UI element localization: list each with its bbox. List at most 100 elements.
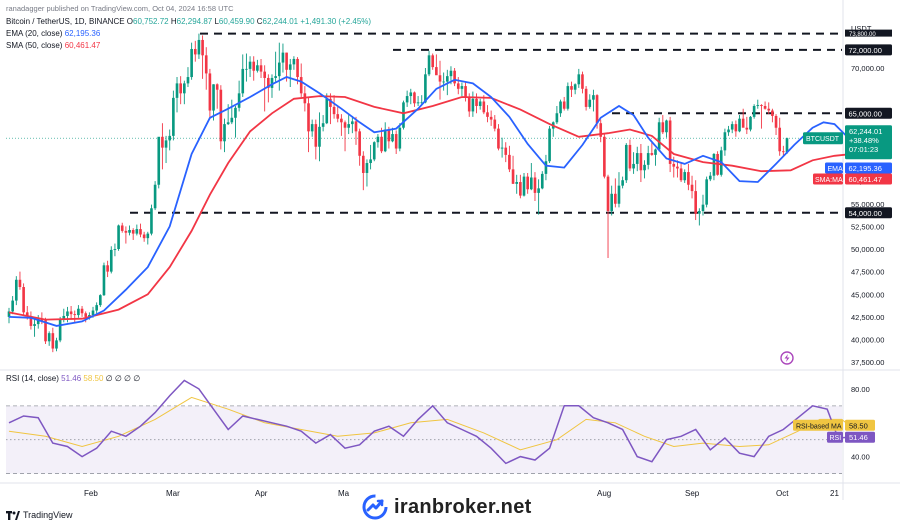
rsi-ma-tag: RSI-based MA	[796, 423, 842, 430]
candle-body	[361, 155, 365, 173]
candle-body	[190, 48, 193, 78]
candle-body	[486, 112, 489, 117]
sma-axis-value: 60,461.47	[849, 175, 882, 184]
level-label-54000: 54,000.00	[849, 209, 882, 218]
candle-body	[548, 128, 551, 162]
candle-body	[80, 308, 84, 314]
candle-body	[336, 114, 340, 119]
candle-body	[643, 164, 646, 171]
candle-body	[208, 73, 212, 111]
symbol-label: Bitcoin / TetherUS, 1D, BINANCE	[6, 17, 125, 26]
candle-body	[307, 103, 310, 132]
open-label: O	[126, 17, 134, 26]
ema-legend-label: EMA (20, close)	[6, 29, 63, 38]
tradingview-logo[interactable]: TradingView	[6, 510, 73, 520]
candle-body	[150, 208, 153, 234]
candle-body	[234, 107, 237, 118]
candle-body	[329, 98, 332, 107]
candle-body	[679, 168, 683, 181]
candle-body	[77, 308, 80, 316]
candle-body	[500, 147, 504, 149]
candle-body	[727, 129, 730, 133]
candle-body	[332, 106, 336, 115]
candle-body	[372, 142, 376, 160]
candle-body	[778, 127, 782, 152]
candle-body	[241, 68, 245, 94]
candle-body	[683, 172, 687, 181]
candle-body	[62, 315, 66, 319]
candle-body	[456, 83, 460, 89]
candle-body	[745, 127, 749, 130]
price-tick-label: 55,000.00	[851, 200, 884, 209]
iranbroker-logo-icon	[362, 494, 388, 520]
currency-label[interactable]: USDT	[851, 24, 872, 33]
candle-body	[453, 70, 456, 84]
price-tick-label: 50,000.00	[851, 245, 884, 254]
rsi-legend[interactable]: RSI (14, close) 51.46 58.50 ∅ ∅ ∅ ∅	[6, 374, 140, 383]
candle-body	[226, 122, 230, 125]
time-axis-label: Mar	[166, 489, 180, 498]
ema-axis-value: 62,195.36	[849, 164, 882, 173]
candle-body	[259, 65, 263, 72]
candle-body	[69, 311, 73, 315]
candle-body	[427, 55, 431, 75]
candle-body	[267, 77, 270, 88]
candle-body	[120, 225, 124, 231]
rsi-ma-line[interactable]	[8, 396, 850, 451]
candle-body	[705, 179, 708, 205]
candle-body	[186, 77, 190, 84]
candle-body	[606, 176, 610, 211]
price-tick-label: 42,500.00	[851, 313, 884, 322]
candle-body	[734, 124, 738, 132]
candle-body	[36, 318, 40, 325]
candle-body	[22, 287, 25, 313]
ema-20-line[interactable]	[8, 76, 850, 327]
candle-body	[533, 177, 537, 193]
candle-body	[467, 96, 471, 112]
rsi-line[interactable]	[8, 379, 850, 465]
ema-legend[interactable]: EMA (20, close) 62,195.36	[6, 29, 100, 38]
time-axis-label: Feb	[84, 489, 98, 498]
high-value: 62,294.87	[176, 17, 213, 26]
candle-body	[595, 95, 599, 124]
candle-body	[508, 154, 511, 170]
symbol-badge[interactable]: BTCUSDT	[806, 136, 840, 143]
candle-body	[449, 70, 453, 77]
candle-body	[292, 58, 296, 65]
candle-body	[117, 225, 120, 249]
candle-body	[431, 55, 435, 68]
candle-body	[635, 153, 639, 164]
sma-legend[interactable]: SMA (50, close) 60,461.47	[6, 41, 100, 50]
candle-body	[566, 86, 570, 109]
candle-body	[131, 229, 135, 234]
candle-body	[482, 101, 486, 113]
candle-body	[782, 151, 785, 153]
rsi-ma-value: 58.50	[849, 421, 868, 430]
iranbroker-text: iranbroker.net	[394, 495, 532, 518]
ema-legend-value: 62,195.36	[64, 29, 101, 38]
candle-body	[657, 122, 661, 150]
candle-body	[424, 74, 427, 103]
candle-body	[749, 116, 752, 130]
candle-body	[701, 204, 705, 211]
published-line: ranadagger published on TradingView.com,…	[6, 4, 234, 13]
ema-axis-value-bg	[845, 162, 892, 174]
candle-body	[142, 234, 146, 239]
candle-body	[168, 135, 172, 141]
candle-body	[646, 153, 650, 165]
ema-tag: EMA	[828, 166, 844, 173]
candle-body	[559, 101, 562, 114]
candle-body	[698, 210, 701, 214]
symbol-badge-bg	[803, 132, 843, 145]
candle-body	[109, 249, 113, 272]
candle-body	[603, 136, 606, 177]
candle-body	[285, 52, 288, 70]
candle-body	[321, 123, 325, 127]
candle-body	[351, 121, 354, 125]
candle-body	[277, 62, 281, 77]
rsi-tick-80: 80.00	[851, 385, 870, 394]
candle-body	[11, 300, 14, 312]
candle-body	[460, 86, 464, 89]
